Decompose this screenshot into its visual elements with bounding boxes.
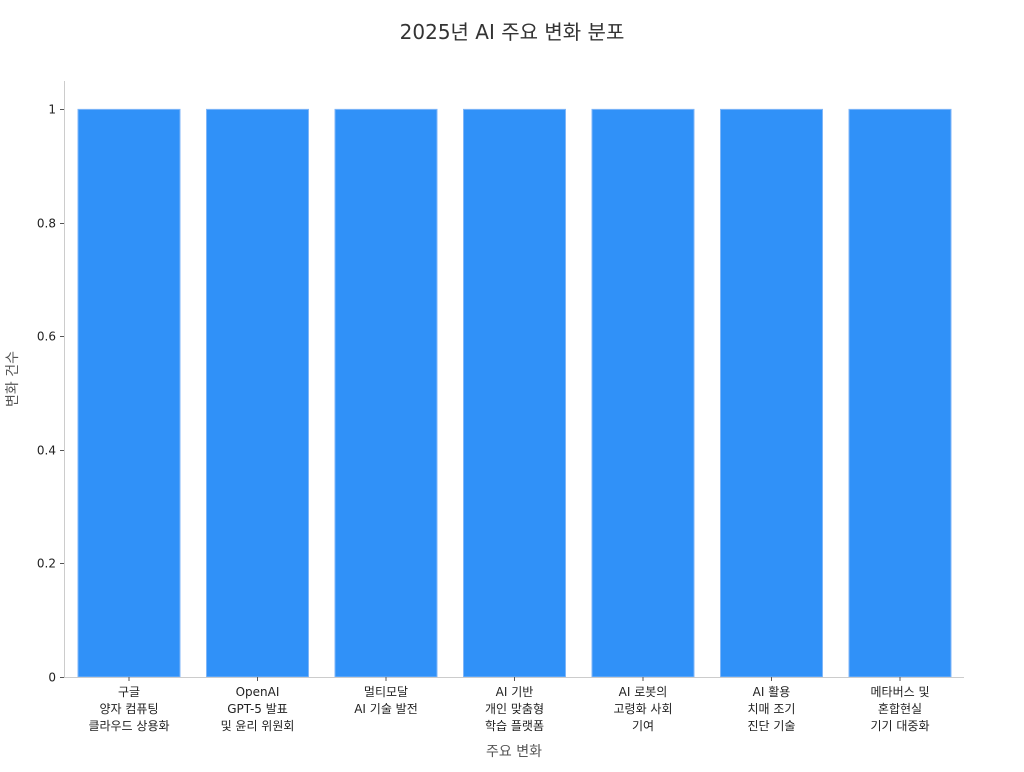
- bar-3: [334, 108, 438, 678]
- x-tick-label: OpenAI GPT-5 발표 및 윤리 위원회: [221, 685, 295, 733]
- bar-4: [463, 108, 566, 678]
- x-tick-label: AI 로봇의 고령화 사회 기여: [613, 685, 672, 733]
- x-tick-label: 메타버스 및 혼합현실 기기 대중화: [870, 685, 929, 733]
- bar-5: [591, 108, 695, 678]
- y-tick-label: 0.2: [37, 557, 56, 571]
- y-tick-label: 0.8: [37, 217, 56, 231]
- bar-6: [720, 108, 823, 678]
- x-tick-label: 멀티모달 AI 기술 발전: [354, 685, 418, 716]
- bar-2: [206, 108, 309, 678]
- y-tick-label: 0.4: [37, 444, 56, 458]
- x-tick-label: AI 활용 치매 조기 진단 기술: [748, 685, 796, 733]
- x-axis-label: 주요 변화: [486, 744, 542, 760]
- y-tick-label: 0: [48, 671, 56, 685]
- y-tick-label: 0.6: [37, 330, 56, 344]
- y-axis-label: 변화 건수: [5, 351, 21, 407]
- chart-title: 2025년 AI 주요 변화 분포: [400, 20, 625, 44]
- bar-7: [848, 108, 952, 678]
- bar-1: [77, 108, 181, 678]
- x-tick-label: AI 기반 개인 맞춤형 학습 플랫폼: [485, 685, 544, 733]
- y-tick-label: 1: [48, 103, 56, 117]
- x-tick-label: 구글 양자 컴퓨팅 클라우드 상용화: [88, 685, 169, 733]
